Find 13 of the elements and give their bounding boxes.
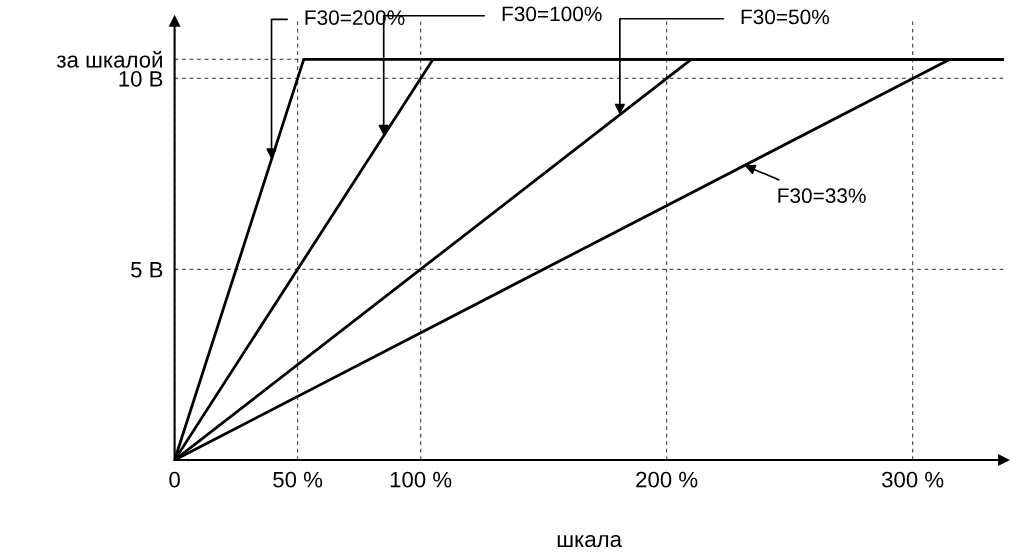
x-tick-label: 100 % — [390, 471, 452, 488]
annotation: F30=50% — [741, 9, 830, 25]
y-tick-label: за шкалой — [56, 50, 162, 68]
x-tick-label: 200 % — [636, 471, 698, 488]
x-tick-label: 0 — [169, 471, 180, 488]
annotation: F30=200% — [305, 10, 405, 25]
annotation: F30=100% — [502, 6, 602, 22]
y-tick-label: 10 В — [119, 71, 163, 87]
x-tick-label: 300 % — [881, 471, 944, 488]
x-tick-label: 50 % — [273, 471, 323, 488]
annotation: F30=33% — [778, 188, 866, 204]
y-tick-label: 5 В — [131, 262, 163, 278]
x-axis-title: шкала — [557, 534, 622, 548]
